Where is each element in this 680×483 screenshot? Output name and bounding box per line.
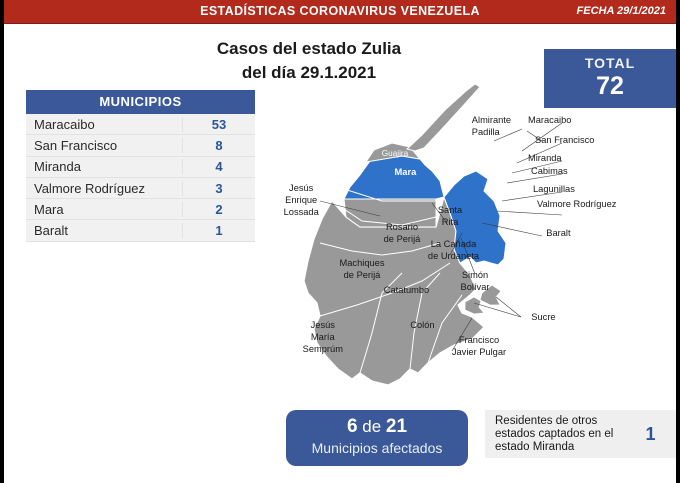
svg-text:Enrique: Enrique [285, 195, 317, 205]
svg-text:Rita: Rita [442, 217, 459, 227]
svg-text:Santa: Santa [438, 205, 463, 215]
svg-text:Sucre: Sucre [531, 312, 555, 322]
svg-text:Rosario: Rosario [386, 222, 418, 232]
svg-text:Semprúm: Semprúm [303, 344, 344, 354]
svg-text:Catatumbo: Catatumbo [384, 285, 429, 295]
svg-text:Bolívar: Bolívar [461, 282, 490, 292]
svg-text:Maracaibo: Maracaibo [528, 115, 571, 125]
svg-text:Francisco: Francisco [459, 335, 499, 345]
svg-text:Machiques: Machiques [340, 258, 385, 268]
svg-text:Padilla: Padilla [472, 127, 501, 137]
svg-text:Valmore Rodríguez: Valmore Rodríguez [537, 199, 617, 209]
svg-text:Baralt: Baralt [546, 228, 571, 238]
svg-text:María: María [311, 332, 336, 342]
svg-text:Lossada: Lossada [284, 207, 320, 217]
svg-text:Colón: Colón [410, 320, 434, 330]
svg-text:San Francisco: San Francisco [535, 135, 594, 145]
svg-text:La Cañada: La Cañada [431, 239, 477, 249]
svg-text:de Urdaneta: de Urdaneta [428, 251, 480, 261]
svg-text:Mara: Mara [395, 167, 418, 177]
svg-text:Cabimas: Cabimas [531, 166, 568, 176]
svg-text:de Perijá: de Perijá [344, 270, 382, 280]
svg-text:Javier Pulgar: Javier Pulgar [452, 347, 506, 357]
svg-text:Simón: Simón [462, 270, 488, 280]
svg-text:Almirante: Almirante [472, 115, 511, 125]
svg-text:Jesús: Jesús [289, 183, 314, 193]
svg-text:Jesús: Jesús [311, 320, 336, 330]
svg-text:Lagunillas: Lagunillas [533, 184, 575, 194]
svg-text:Guajira: Guajira [382, 149, 409, 158]
svg-text:Miranda: Miranda [528, 153, 562, 163]
svg-text:de Perijá: de Perijá [384, 234, 422, 244]
